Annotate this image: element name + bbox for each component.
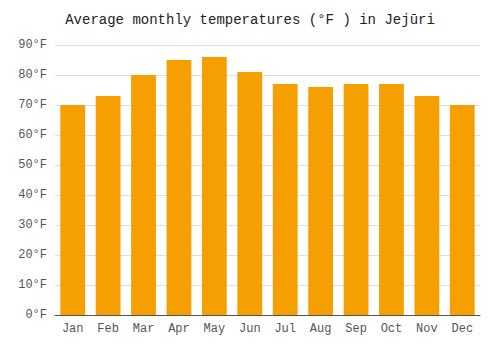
svg-text:Jul: Jul <box>274 322 296 336</box>
svg-text:May: May <box>204 322 226 336</box>
svg-text:Nov: Nov <box>416 322 438 336</box>
svg-text:Aug: Aug <box>310 322 332 336</box>
svg-text:80°F: 80°F <box>18 68 47 82</box>
svg-text:Jun: Jun <box>239 322 261 336</box>
svg-text:Oct: Oct <box>381 322 403 336</box>
svg-text:60°F: 60°F <box>18 128 47 142</box>
svg-text:Average monthly temperatures (: Average monthly temperatures (°F ) in Je… <box>65 12 435 28</box>
svg-text:30°F: 30°F <box>18 218 47 232</box>
svg-text:Apr: Apr <box>168 322 190 336</box>
svg-text:Feb: Feb <box>97 322 119 336</box>
svg-text:Dec: Dec <box>451 322 473 336</box>
svg-text:90°F: 90°F <box>18 38 47 52</box>
svg-text:40°F: 40°F <box>18 188 47 202</box>
svg-text:10°F: 10°F <box>18 278 47 292</box>
svg-text:Mar: Mar <box>133 322 155 336</box>
svg-text:0°F: 0°F <box>25 308 47 322</box>
svg-text:20°F: 20°F <box>18 248 47 262</box>
svg-text:Jan: Jan <box>62 322 84 336</box>
svg-text:70°F: 70°F <box>18 98 47 112</box>
svg-text:Sep: Sep <box>345 322 367 336</box>
svg-text:50°F: 50°F <box>18 158 47 172</box>
